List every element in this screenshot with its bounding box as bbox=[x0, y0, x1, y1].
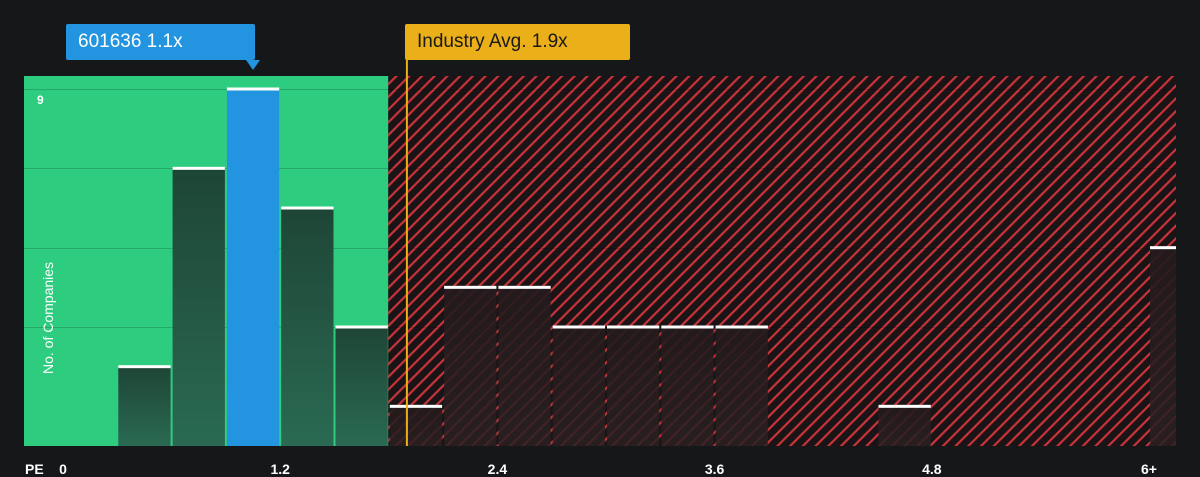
histogram-bar bbox=[172, 168, 225, 447]
x-tick-label: 2.4 bbox=[487, 461, 508, 477]
histogram-bar bbox=[118, 366, 171, 446]
bar-cap bbox=[552, 325, 605, 329]
y-axis-label: No. of Companies bbox=[40, 261, 56, 374]
bar-cap bbox=[389, 404, 443, 408]
bar-cap bbox=[172, 166, 225, 170]
bar-cap bbox=[661, 325, 714, 329]
histogram-bar bbox=[335, 327, 388, 446]
x-tick-label: 1.2 bbox=[270, 461, 290, 477]
histogram-bar bbox=[1150, 247, 1176, 446]
histogram-bar bbox=[715, 327, 768, 446]
x-tick-label: 3.6 bbox=[704, 461, 725, 477]
y-tick-label: 9 bbox=[37, 93, 44, 107]
x-tick-label: 0 bbox=[59, 461, 67, 477]
company-pe-callout: 601636 1.1x bbox=[66, 24, 255, 60]
bar-cap bbox=[226, 87, 280, 91]
histogram-bar bbox=[444, 287, 497, 446]
histogram-bar bbox=[498, 287, 551, 446]
x-axis-label: PE bbox=[25, 461, 44, 477]
bar-cap bbox=[335, 325, 388, 329]
industry-average-callout: Industry Avg. 1.9x bbox=[405, 24, 630, 60]
bar-cap bbox=[498, 285, 551, 289]
bar-cap bbox=[607, 325, 660, 329]
highlighted-bar bbox=[226, 89, 280, 446]
x-tick-label: 6+ bbox=[1141, 461, 1157, 477]
histogram-bar bbox=[607, 327, 660, 446]
bar-cap bbox=[118, 365, 171, 369]
histogram-bar bbox=[661, 327, 714, 446]
histogram-bar bbox=[389, 406, 443, 446]
histogram-bar bbox=[552, 327, 605, 446]
bar-cap bbox=[715, 325, 768, 329]
bar-cap bbox=[281, 206, 334, 210]
histogram-bar bbox=[878, 406, 931, 446]
bar-cap bbox=[1150, 246, 1176, 250]
company-callout-pointer bbox=[246, 60, 260, 70]
x-tick-label: 4.8 bbox=[922, 461, 942, 477]
bar-cap bbox=[444, 285, 497, 289]
bar-cap bbox=[878, 404, 931, 408]
histogram-bar bbox=[281, 208, 334, 446]
